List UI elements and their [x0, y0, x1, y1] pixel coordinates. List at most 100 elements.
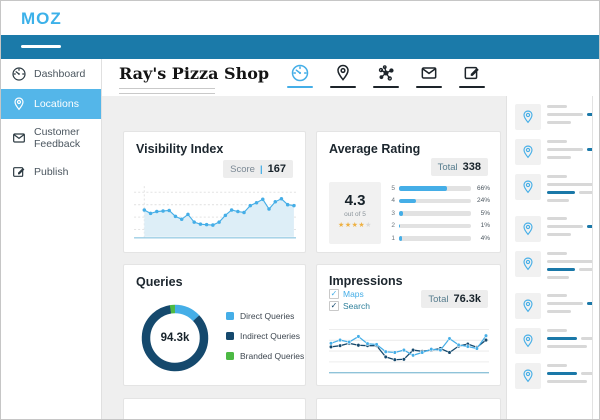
- nav-locations-icon[interactable]: [330, 63, 356, 88]
- brand-bar-dash: [21, 45, 61, 48]
- sidebar-item-dashboard[interactable]: Dashboard: [1, 59, 101, 89]
- sidebar-item-locations[interactable]: Locations: [1, 89, 101, 119]
- series-checkbox-search[interactable]: ✓ Search: [329, 301, 370, 311]
- rating-bar-track: [399, 236, 471, 241]
- edit-icon: [11, 164, 27, 180]
- moz-logo: MOZ: [21, 9, 62, 28]
- icon-underline: [287, 86, 313, 88]
- icon-underline: [459, 86, 485, 88]
- rating-bar-fill: [399, 186, 447, 191]
- rating-row-percent: 66%: [476, 184, 490, 192]
- map-pin-icon: [515, 363, 541, 389]
- rating-total-badge: Total 338: [430, 158, 488, 176]
- skeleton-line: [547, 233, 592, 236]
- queries-legend: Direct Queries Indirect Queries Branded Qu…: [226, 311, 304, 361]
- map-pin-icon: [515, 104, 541, 130]
- rating-row-percent: 24%: [476, 197, 490, 205]
- skeleton-line: [547, 276, 592, 279]
- series-checkbox-maps[interactable]: ✓ Maps: [329, 289, 370, 299]
- map-pin-icon: [515, 216, 541, 242]
- rating-row: 5 66%: [389, 182, 490, 195]
- impressions-total-label: Total: [428, 294, 449, 305]
- rating-row-percent: 1%: [480, 222, 490, 230]
- location-list-item[interactable]: [507, 251, 592, 284]
- skeleton-line: [547, 380, 592, 383]
- sidebar-nav: Dashboard Locations Customer Feedback Publi…: [1, 59, 102, 419]
- visibility-index-chart: [132, 184, 297, 244]
- star-icon: ★: [351, 222, 359, 229]
- impressions-total-value: 76.3k: [453, 293, 481, 305]
- score-badge: Score | 167: [223, 160, 293, 178]
- queries-card: Queries 94.3k Direct Queries Indirect Que…: [123, 264, 306, 386]
- location-list-item[interactable]: [507, 216, 592, 242]
- main-area: Ray's Pizza Shop Visibility Index Score |…: [101, 59, 599, 419]
- skeleton-line: [547, 121, 592, 124]
- top-logo-bar: MOZ: [1, 1, 599, 35]
- rating-bar-track: [399, 186, 471, 191]
- sidebar-item-label: Customer Feedback: [34, 126, 81, 150]
- skeleton-line: [547, 140, 592, 143]
- nav-publish-icon[interactable]: [459, 63, 485, 88]
- rating-bar-track: [399, 198, 471, 203]
- rating-row: 1 4%: [389, 232, 490, 245]
- skeleton-line: [547, 183, 592, 186]
- header-icon-row: [287, 63, 485, 88]
- visibility-index-title: Visibility Index: [136, 142, 224, 156]
- nav-overview-icon[interactable]: [287, 63, 313, 88]
- skeleton-text: [547, 251, 592, 284]
- sidebar-item-label: Locations: [34, 98, 79, 110]
- legend-item: Branded Queries: [226, 351, 304, 361]
- skeleton-line: [547, 310, 592, 313]
- legend-item: Indirect Queries: [226, 331, 304, 341]
- skeleton-line: [547, 113, 592, 116]
- sidebar-item-publish[interactable]: Publish: [1, 157, 101, 187]
- skeleton-text: [547, 104, 592, 130]
- location-list-item[interactable]: [507, 174, 592, 207]
- rating-row-percent: 4%: [480, 234, 490, 242]
- nav-messages-icon[interactable]: [416, 63, 442, 88]
- skeleton-line: [547, 329, 592, 332]
- skeleton-text: [547, 293, 592, 319]
- nav-network-icon[interactable]: [373, 63, 399, 88]
- rating-row-percent: 5%: [480, 209, 490, 217]
- legend-label: Branded Queries: [240, 351, 305, 361]
- skeleton-line: [547, 260, 592, 263]
- rating-total-value: 338: [462, 161, 481, 173]
- star-icon: ★: [344, 222, 352, 229]
- brand-blue-bar: [1, 35, 599, 59]
- pin-icon: [11, 96, 27, 112]
- checkbox-icon: ✓: [329, 301, 339, 311]
- average-rating-card: Average Rating Total 338 4.3 out of 5 ★★★…: [316, 131, 501, 253]
- skeleton-line: [547, 337, 592, 340]
- rating-bar-fill: [399, 223, 400, 228]
- location-list-item[interactable]: [507, 363, 592, 389]
- map-pin-icon: [515, 174, 541, 200]
- title-underline: [119, 88, 215, 94]
- rating-bar-fill: [399, 211, 403, 216]
- skeleton-line: [547, 148, 592, 151]
- sidebar-item-customer-feedback[interactable]: Customer Feedback: [1, 119, 101, 157]
- location-list-item[interactable]: [507, 293, 592, 319]
- rating-out-of: out of 5: [344, 211, 366, 218]
- skeleton-text: [547, 174, 592, 207]
- rating-row-stars: 3: [391, 209, 395, 217]
- sidebar-item-label: Publish: [34, 166, 69, 178]
- envelope-icon: [11, 130, 27, 146]
- location-list-item[interactable]: [507, 139, 592, 165]
- score-badge-label: Score: [230, 164, 255, 175]
- score-badge-value: 167: [267, 163, 286, 175]
- skeleton-line: [547, 225, 592, 228]
- icon-underline: [330, 86, 356, 88]
- skeleton-text: [547, 328, 592, 354]
- checkbox-icon: ✓: [329, 289, 339, 299]
- map-pin-icon: [515, 293, 541, 319]
- rating-row: 4 24%: [389, 195, 490, 208]
- legend-label: Direct Queries: [240, 311, 295, 321]
- map-pin-icon: [515, 139, 541, 165]
- rating-row-stars: 1: [391, 234, 395, 242]
- skeleton-line: [547, 268, 592, 271]
- rating-score-box: 4.3 out of 5 ★★★★★: [329, 182, 381, 244]
- location-list-item[interactable]: [507, 328, 592, 354]
- skeleton-text: [547, 139, 592, 165]
- location-list-item[interactable]: [507, 104, 592, 130]
